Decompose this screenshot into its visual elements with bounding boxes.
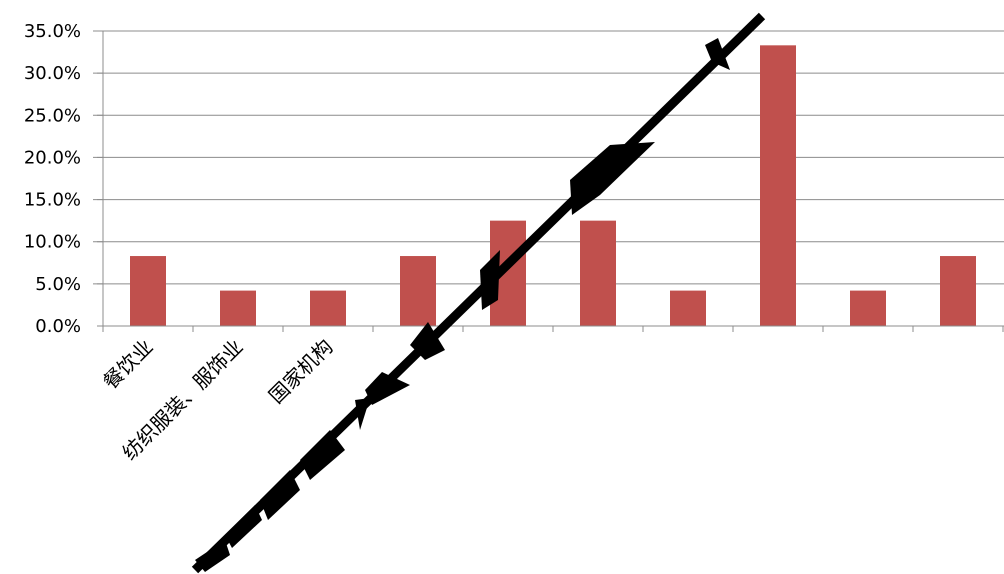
y-axis-tick-labels: 0.0% 5.0% 10.0% 15.0% 20.0% 25.0% 30.0% 35.0%	[24, 21, 81, 337]
y-tick-label: 0.0%	[35, 316, 81, 337]
diagonal-artifact-overlay	[191, 12, 766, 574]
y-tick-label: 20.0%	[24, 147, 81, 168]
bar	[760, 45, 796, 326]
y-tick-label: 35.0%	[24, 21, 81, 42]
bars	[130, 45, 976, 326]
bar	[130, 256, 166, 326]
y-tick-label: 15.0%	[24, 190, 81, 211]
y-tick-label: 25.0%	[24, 105, 81, 126]
x-category-label: 国家机构	[264, 335, 338, 409]
bar	[940, 256, 976, 326]
gridlines	[93, 30, 1004, 327]
y-tick-label: 5.0%	[35, 274, 81, 295]
x-category-label: 餐饮业	[98, 335, 157, 394]
y-tick-label: 10.0%	[24, 232, 81, 253]
bar	[580, 220, 616, 326]
bar	[400, 256, 436, 326]
bar	[220, 290, 256, 326]
bar	[670, 290, 706, 326]
bar	[850, 290, 886, 326]
y-tick-label: 30.0%	[24, 63, 81, 84]
x-axis	[102, 325, 1004, 332]
bar	[310, 290, 346, 326]
